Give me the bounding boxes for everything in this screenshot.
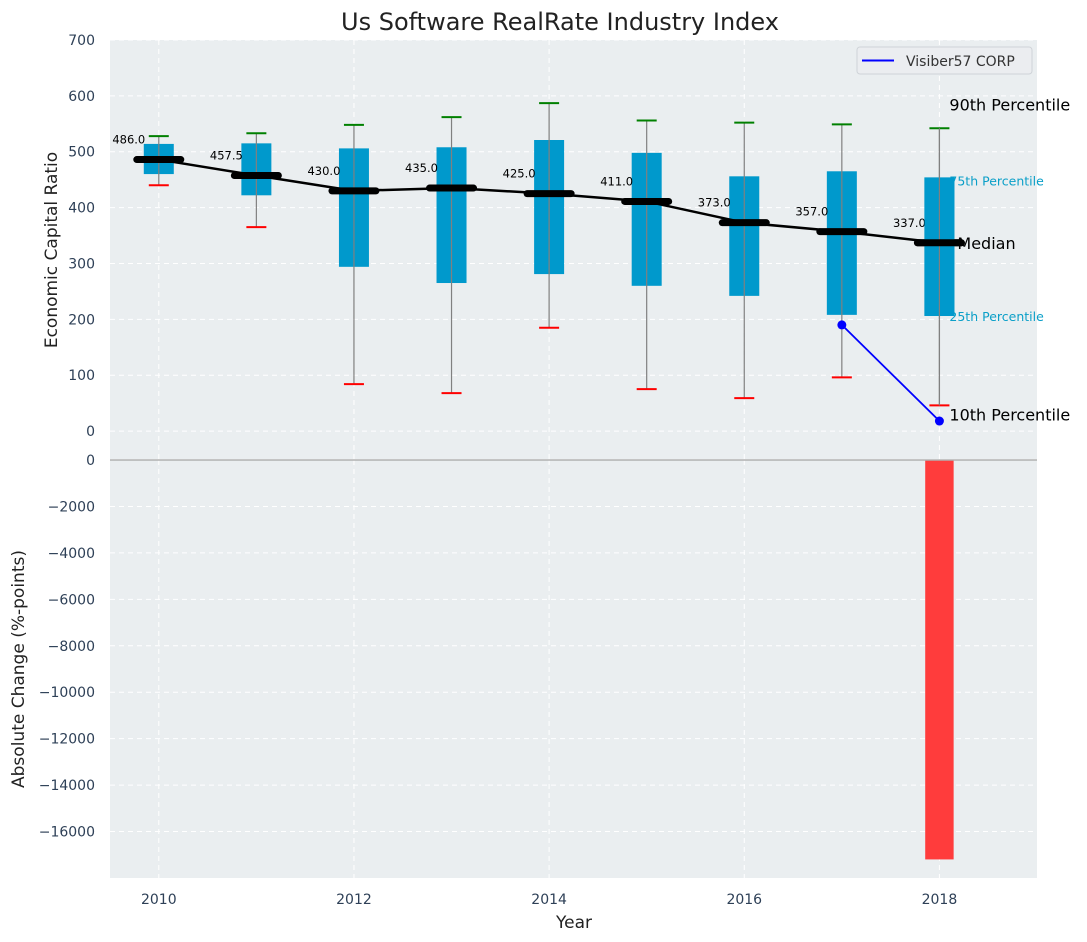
x-tick-label: 2016 bbox=[726, 892, 762, 908]
median-value-label: 357.0 bbox=[795, 205, 828, 219]
top-y-tick-label: 0 bbox=[86, 424, 95, 440]
bottom-y-tick-label: −10000 bbox=[39, 685, 95, 701]
x-tick-label: 2012 bbox=[336, 892, 372, 908]
median-value-label: 425.0 bbox=[503, 167, 536, 181]
bottom-y-tick-label: −12000 bbox=[39, 732, 95, 748]
x-tick-label: 2018 bbox=[922, 892, 958, 908]
bottom-y-tick-label: 0 bbox=[86, 453, 95, 469]
change-bar bbox=[925, 460, 954, 860]
annotation-median: Median bbox=[957, 234, 1015, 253]
median-value-label: 435.0 bbox=[405, 161, 438, 175]
top-y-tick-label: 300 bbox=[68, 256, 95, 272]
median-value-label: 411.0 bbox=[600, 174, 633, 188]
company-point bbox=[934, 416, 944, 426]
bottom-y-tick-label: −6000 bbox=[48, 592, 95, 608]
top-y-tick-label: 500 bbox=[68, 145, 95, 161]
top-y-tick-label: 700 bbox=[68, 33, 95, 49]
x-tick-label: 2014 bbox=[531, 892, 567, 908]
top-y-tick-label: 400 bbox=[68, 201, 95, 217]
top-y-tick-label: 100 bbox=[68, 368, 95, 384]
top-panel: 0 100 200 300 400 500 600 700 486.0 457.5 430.0 435… bbox=[68, 33, 1070, 459]
x-axis-label: Year bbox=[555, 913, 592, 933]
median-value-label: 430.0 bbox=[307, 164, 340, 178]
top-plot-background bbox=[110, 40, 1037, 459]
bottom-plot-background bbox=[110, 460, 1037, 878]
company-line bbox=[841, 324, 941, 422]
bottom-y-tick-label: −14000 bbox=[39, 778, 95, 794]
annotation-p75: 75th Percentile bbox=[949, 173, 1044, 188]
company-point bbox=[837, 320, 847, 330]
bottom-y-tick-label: −2000 bbox=[48, 499, 95, 515]
legend-label: Visiber57 CORP bbox=[906, 54, 1015, 70]
legend-box bbox=[856, 46, 1033, 75]
bottom-y-tick-label: −8000 bbox=[48, 639, 95, 655]
bottom-panel: 2010 2012 2014 2016 2018 0 −2000 −4000 −6000 −800… bbox=[39, 453, 1037, 908]
bottom-y-axis-label: Absolute Change (%-points) bbox=[9, 550, 29, 788]
iqr-box-overlay bbox=[924, 177, 941, 316]
annotation-p25: 25th Percentile bbox=[949, 309, 1044, 324]
median-value-label: 373.0 bbox=[698, 196, 731, 210]
bottom-y-tick-label: −16000 bbox=[39, 825, 95, 841]
annotation-p90: 90th Percentile bbox=[949, 95, 1070, 114]
legend: Visiber57 CORP bbox=[856, 46, 1033, 75]
iqr-box-overlay bbox=[940, 177, 955, 316]
median-value-label: 337.0 bbox=[893, 216, 926, 230]
annotation-p10: 10th Percentile bbox=[949, 405, 1070, 424]
top-y-tick-label: 200 bbox=[68, 312, 95, 328]
chart-title: Us Software RealRate Industry Index bbox=[341, 8, 779, 36]
top-y-tick-label: 600 bbox=[68, 89, 95, 105]
median-value-label: 486.0 bbox=[112, 133, 145, 147]
x-tick-label: 2010 bbox=[141, 892, 177, 908]
top-y-axis-label: Economic Capital Ratio bbox=[42, 152, 62, 348]
bottom-y-tick-label: −4000 bbox=[48, 546, 95, 562]
median-value-label: 457.5 bbox=[210, 148, 243, 162]
